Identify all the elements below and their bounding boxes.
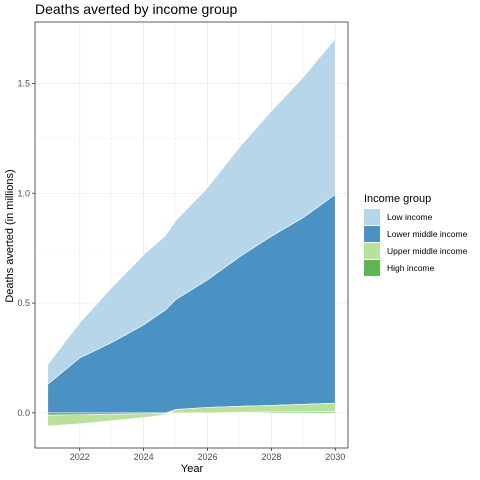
y-axis-title: Deaths averted (in millions) bbox=[4, 169, 16, 302]
plot-panel bbox=[34, 21, 349, 449]
y-tick-label: 1.0 bbox=[17, 188, 30, 198]
x-axis-title: Year bbox=[181, 463, 204, 475]
x-tick-label: 2026 bbox=[197, 452, 217, 462]
legend-key-high-income bbox=[364, 260, 380, 276]
legend-key-low-income bbox=[364, 209, 380, 225]
x-tick-label: 2030 bbox=[325, 452, 345, 462]
legend-label-upper-middle-income: Upper middle income bbox=[387, 246, 468, 256]
x-tick-label: 2024 bbox=[134, 452, 154, 462]
stacked-areas bbox=[47, 38, 336, 427]
y-tick-label: 0.5 bbox=[17, 298, 30, 308]
area-high-income bbox=[47, 411, 336, 416]
legend-title: Income group bbox=[364, 193, 431, 205]
legend-label-low-income: Low income bbox=[387, 212, 433, 222]
legend: Income group Low income Lower middle inco… bbox=[364, 193, 468, 276]
y-tick-label: 1.5 bbox=[17, 78, 30, 88]
legend-key-lower-middle-income bbox=[364, 226, 380, 242]
x-tick-label: 2028 bbox=[261, 452, 281, 462]
chart-title: Deaths averted by income group bbox=[35, 1, 238, 17]
legend-label-lower-middle-income: Lower middle income bbox=[387, 229, 468, 239]
legend-key-upper-middle-income bbox=[364, 243, 380, 259]
y-axis: 0.0 0.5 1.0 1.5 bbox=[17, 78, 35, 418]
plot-border bbox=[34, 21, 349, 449]
legend-label-high-income: High income bbox=[387, 263, 435, 273]
x-axis: 2022 2024 2026 2028 2030 bbox=[70, 448, 345, 462]
x-tick-label: 2022 bbox=[70, 452, 90, 462]
y-tick-label: 0.0 bbox=[17, 408, 30, 418]
